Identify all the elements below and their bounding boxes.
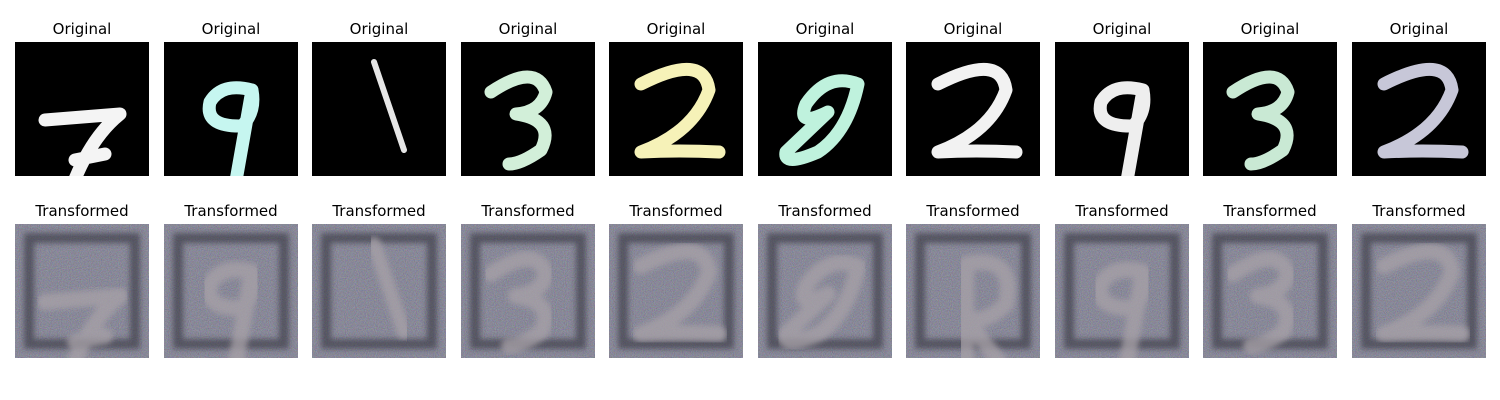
digit-stroke [37,288,128,358]
original-title-2: Original [201,20,261,38]
transformed-image-1 [15,224,149,358]
transformed-image-2 [164,224,298,358]
digit-stroke [779,74,865,166]
transformed-image-9 [1203,224,1337,358]
digit-stroke [931,63,1023,159]
transformed-title-7: Transformed [926,202,1020,220]
digit-stroke [371,59,407,153]
original-title-6: Original [795,20,855,38]
original-image-4 [461,42,595,176]
original-title-3: Original [349,20,409,38]
original-title-8: Original [1092,20,1152,38]
original-image-2 [164,42,298,176]
digit-stroke [1377,63,1469,159]
original-image-6 [758,42,892,176]
transformed-image-10 [1352,224,1486,358]
transformed-image-3 [312,224,446,358]
digit-stroke [367,237,411,339]
digit-stroke [483,251,554,354]
digit-stroke [1376,243,1470,342]
transformed-image-7 [906,224,1040,358]
transformed-title-8: Transformed [1075,202,1169,220]
original-image-9 [1203,42,1337,176]
transformed-image-8 [1055,224,1189,358]
transformed-title-2: Transformed [184,202,278,220]
original-title-5: Original [646,20,706,38]
transformed-image-4 [461,224,595,358]
original-image-8 [1055,42,1189,176]
original-image-10 [1352,42,1486,176]
digit-stroke [1093,81,1151,176]
original-title-10: Original [1389,20,1449,38]
digit-stroke [1226,70,1295,171]
transformed-title-6: Transformed [778,202,872,220]
transformed-title-5: Transformed [629,202,723,220]
transformed-image-5 [609,224,743,358]
digit-stroke [202,81,260,176]
digit-stroke [633,243,727,342]
original-title-7: Original [943,20,1003,38]
digit-stroke [1092,261,1152,358]
original-title-4: Original [498,20,558,38]
original-image-3 [312,42,446,176]
digit-stroke [1225,251,1296,354]
digit-stroke [777,254,866,350]
original-image-7 [906,42,1040,176]
digit-stroke [484,70,553,171]
original-image-1 [15,42,149,176]
transformed-title-4: Transformed [481,202,575,220]
transformed-title-1: Transformed [35,202,129,220]
original-image-5 [609,42,743,176]
digit-stroke [634,63,726,159]
transformed-title-9: Transformed [1223,202,1317,220]
digit-stroke [958,254,1016,358]
transformed-title-3: Transformed [332,202,426,220]
original-title-1: Original [52,20,112,38]
digit-stroke [201,261,261,358]
digit-stroke [38,107,127,176]
transformed-image-6 [758,224,892,358]
transformed-title-10: Transformed [1372,202,1466,220]
original-title-9: Original [1240,20,1300,38]
